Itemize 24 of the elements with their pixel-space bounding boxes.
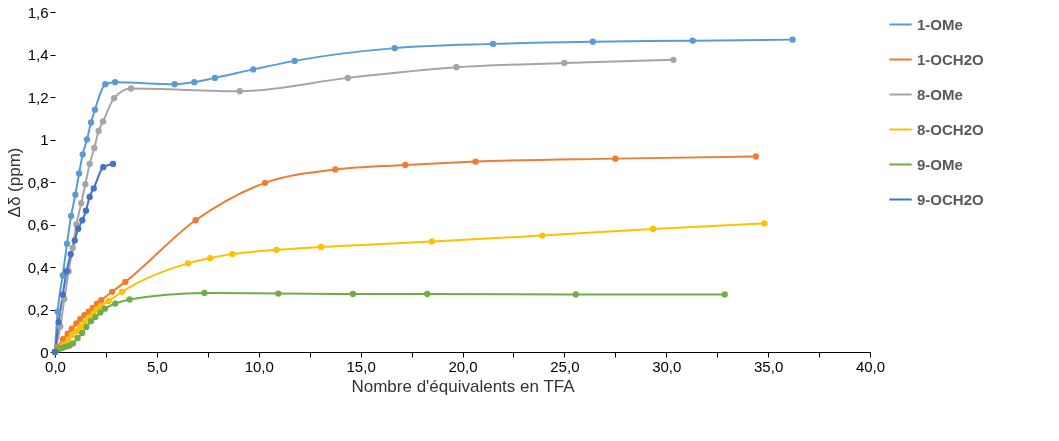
legend-label: 9-OCH2O — [917, 190, 985, 208]
x-tick-label: 35,0 — [754, 357, 784, 375]
y-tick-label: 0,6 — [27, 216, 49, 233]
y-tick-label: 1,4 — [27, 46, 49, 63]
x-tick-label: 15,0 — [346, 357, 376, 375]
legend-label: 1-OMe — [917, 15, 963, 33]
legend-label: 1-OCH2O — [917, 50, 985, 68]
x-tick-label: 40,0 — [855, 357, 886, 375]
x-tick-label: 25,0 — [550, 357, 580, 375]
x-tick-label: 20,0 — [448, 357, 478, 375]
legend-label: 8-OMe — [917, 85, 963, 103]
legend-label: 8-OCH2O — [917, 120, 985, 138]
y-tick-label: 0,4 — [27, 258, 49, 276]
y-tick-label: 1,2 — [27, 88, 49, 106]
x-axis-title: Nombre d'équivalents en TFA — [351, 376, 576, 396]
y-tick-label: 0,8 — [27, 173, 49, 191]
x-tick-label: 10,0 — [244, 357, 274, 375]
x-tick-label: 5,0 — [146, 357, 168, 375]
x-tick-label: 30,0 — [652, 357, 682, 375]
y-axis-title: Δδ (ppm) — [4, 147, 24, 218]
y-tick-label: 0,2 — [27, 301, 49, 318]
y-tick-label: 1 — [40, 131, 49, 148]
legend-label: 9-OMe — [917, 155, 963, 173]
y-tick-label: 1,6 — [27, 3, 49, 21]
